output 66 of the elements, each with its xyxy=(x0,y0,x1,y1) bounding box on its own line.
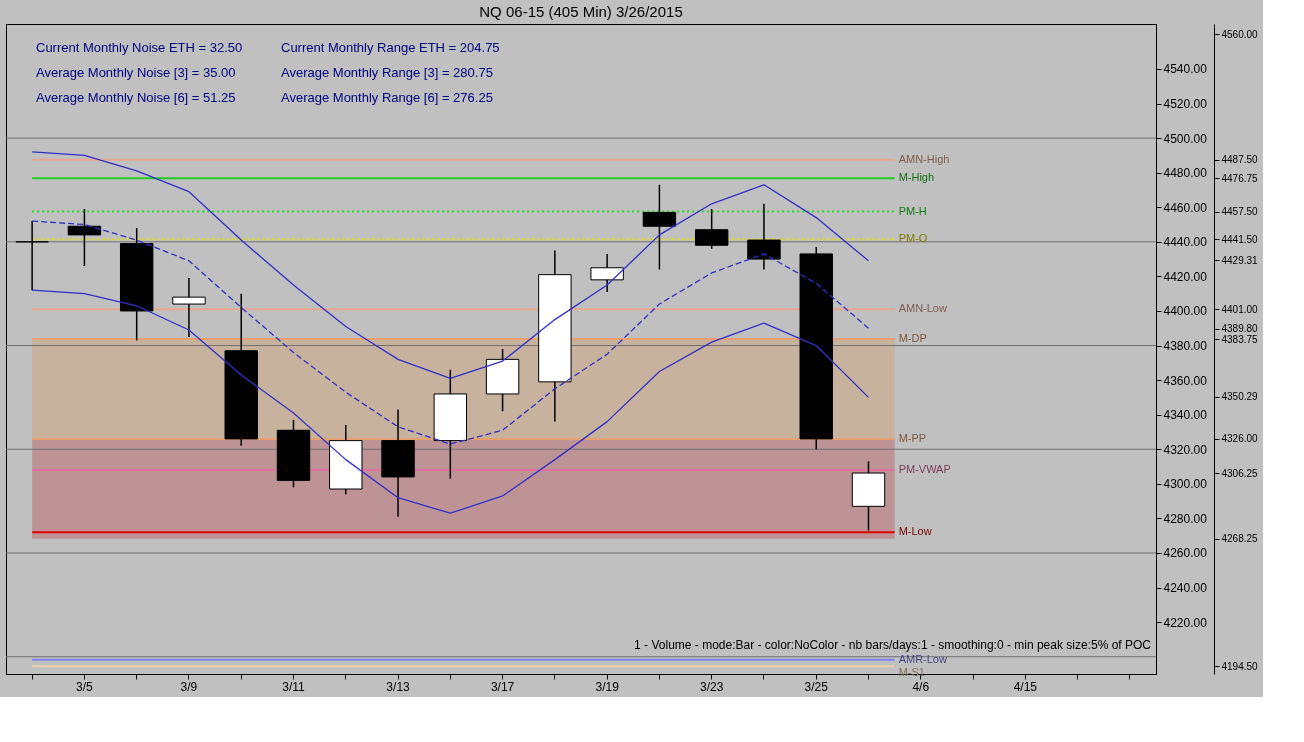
y-tick-label: 4280.00 xyxy=(1163,511,1208,526)
y-tick-label: 4480.00 xyxy=(1163,166,1208,181)
candlestick xyxy=(172,277,206,338)
y2-tick-label: 4457.50 xyxy=(1221,206,1259,218)
y-tick-label: 4260.00 xyxy=(1163,546,1208,561)
x-tick-label: 3/23 xyxy=(700,679,724,694)
y-tick-label: 4360.00 xyxy=(1163,373,1208,388)
annotation: 1 - Volume - mode:Bar - color:NoColor - nb bars/days:1 - smoothing:0 - min peak size:5% of POC xyxy=(634,638,1152,652)
annotation: Average Monthly Range [6] = 276.25 xyxy=(281,90,493,105)
ref-line-label: M-Low xyxy=(898,525,932,538)
candlestick xyxy=(15,220,49,291)
y-tick-label: 4300.00 xyxy=(1163,477,1208,492)
y2-tick-label: 4487.50 xyxy=(1221,154,1259,166)
x-tick-label: 3/13 xyxy=(386,679,411,694)
y-tick-label: 4240.00 xyxy=(1163,581,1208,596)
y2-tick-label: 4350.29 xyxy=(1221,391,1259,403)
ref-line-label: PM-H xyxy=(898,204,927,217)
ref-line-label: AMN-Low xyxy=(898,302,947,315)
line-series xyxy=(31,220,870,445)
y2-tick-label: 4401.00 xyxy=(1221,303,1259,315)
y-tick-label: 4400.00 xyxy=(1163,304,1208,319)
y2-tick-label: 4383.75 xyxy=(1221,333,1259,345)
line-series xyxy=(31,151,870,380)
annotation: Average Monthly Noise [3] = 35.00 xyxy=(36,65,236,80)
y-tick-label: 4540.00 xyxy=(1163,62,1208,77)
annotation: Average Monthly Noise [6] = 51.25 xyxy=(36,90,236,105)
y-tick-label: 4420.00 xyxy=(1163,269,1208,284)
ref-line-label: AMN-High xyxy=(898,152,950,165)
x-tick-label: 3/5 xyxy=(76,679,94,694)
y-tick-label: 4440.00 xyxy=(1163,235,1208,250)
x-tick-label: 3/25 xyxy=(804,679,829,694)
x-tick-label: 3/11 xyxy=(282,679,306,694)
y-tick-label: 4220.00 xyxy=(1163,615,1208,630)
y2-tick-label: 4268.25 xyxy=(1221,533,1259,545)
y2-tick-label: 4476.75 xyxy=(1221,172,1259,184)
annotation: Current Monthly Noise ETH = 32.50 xyxy=(36,40,243,55)
x-tick-label: 3/9 xyxy=(180,679,198,694)
ref-line-label: AMR-Low xyxy=(898,652,947,665)
y2-tick-label: 4560.00 xyxy=(1221,28,1259,40)
x-tick-label: 3/17 xyxy=(490,679,515,694)
y2-tick-label: 4306.25 xyxy=(1221,467,1259,479)
x-tick-label: 4/6 xyxy=(912,679,930,694)
ref-line-label: M-High xyxy=(898,171,935,184)
y-tick-label: 4340.00 xyxy=(1163,408,1208,423)
ref-line-label: M-DP xyxy=(898,332,927,345)
ref-line-label: PM-O xyxy=(898,232,928,245)
x-tick-label: 3/19 xyxy=(595,679,620,694)
y2-tick-label: 4429.31 xyxy=(1221,254,1259,266)
x-tick-label: 4/15 xyxy=(1013,679,1038,694)
ref-line-label: PM-VWAP xyxy=(898,463,951,476)
y2-tick-label: 4389.80 xyxy=(1221,323,1259,335)
y-tick-label: 4320.00 xyxy=(1163,442,1208,457)
annotation: Current Monthly Range ETH = 204.75 xyxy=(281,40,500,55)
candlestick xyxy=(642,184,677,271)
y-tick-label: 4380.00 xyxy=(1163,339,1208,354)
chart-title: NQ 06-15 (405 Min) 3/26/2015 xyxy=(479,3,683,20)
annotation: Average Monthly Range [3] = 280.75 xyxy=(281,65,493,80)
y2-tick-label: 4441.50 xyxy=(1221,233,1259,245)
ref-line-label: M-PP xyxy=(898,431,927,444)
y2-tick-label: 4326.00 xyxy=(1221,433,1259,445)
y-tick-label: 4520.00 xyxy=(1163,97,1208,112)
y-tick-label: 4460.00 xyxy=(1163,200,1208,215)
line-series xyxy=(31,289,870,514)
candlestick xyxy=(67,208,102,267)
y2-tick-label: 4194.50 xyxy=(1221,660,1259,672)
y-tick-label: 4500.00 xyxy=(1163,131,1208,146)
